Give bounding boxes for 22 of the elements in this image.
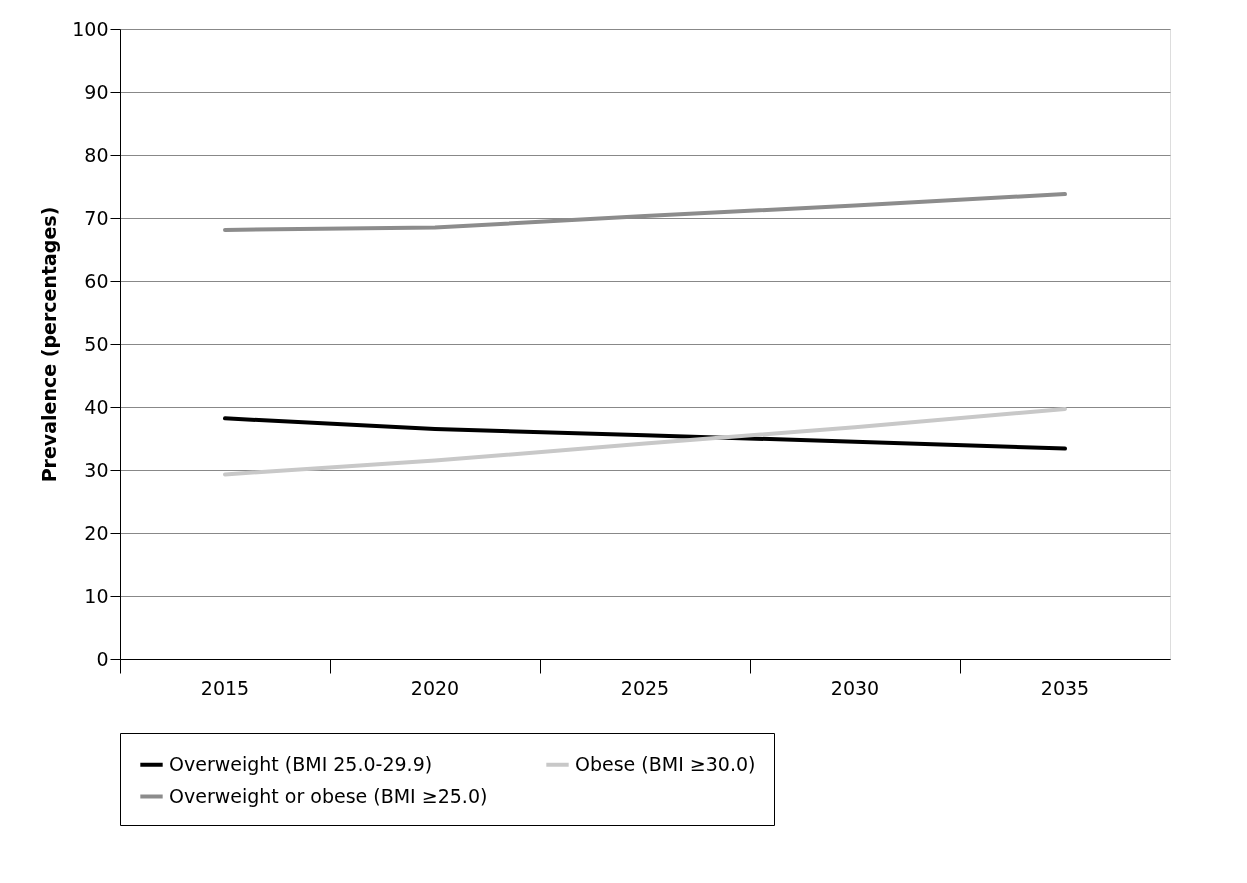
- y-axis-title: Prevalence (percentages): [38, 206, 61, 483]
- x-tick-label: 2015: [200, 676, 250, 699]
- legend-label: Overweight or obese (BMI ≥25.0): [169, 784, 488, 807]
- line-series: [223, 406, 1067, 477]
- legend-label: Obese (BMI ≥30.0): [575, 752, 756, 775]
- y-tick-label: 40: [84, 395, 109, 418]
- y-tick-label: 100: [72, 17, 109, 40]
- y-tick-label: 90: [84, 80, 109, 103]
- x-tick-label: 2035: [1040, 676, 1090, 699]
- y-tick-label: 10: [84, 584, 109, 607]
- legend-label: Overweight (BMI 25.0-29.9): [169, 752, 433, 775]
- line-series: [223, 416, 1067, 451]
- y-tick-label: 0: [96, 647, 109, 670]
- y-tick-label: 20: [84, 521, 109, 544]
- y-tick-label: 60: [84, 269, 109, 292]
- x-tick-label: 2030: [830, 676, 880, 699]
- y-tick-label: 70: [84, 206, 109, 229]
- x-tick-label: 2025: [620, 676, 670, 699]
- y-tick-label: 80: [84, 143, 109, 166]
- x-tick-label: 2020: [410, 676, 460, 699]
- y-tick-label: 30: [84, 458, 109, 481]
- y-tick-label: 50: [84, 332, 109, 355]
